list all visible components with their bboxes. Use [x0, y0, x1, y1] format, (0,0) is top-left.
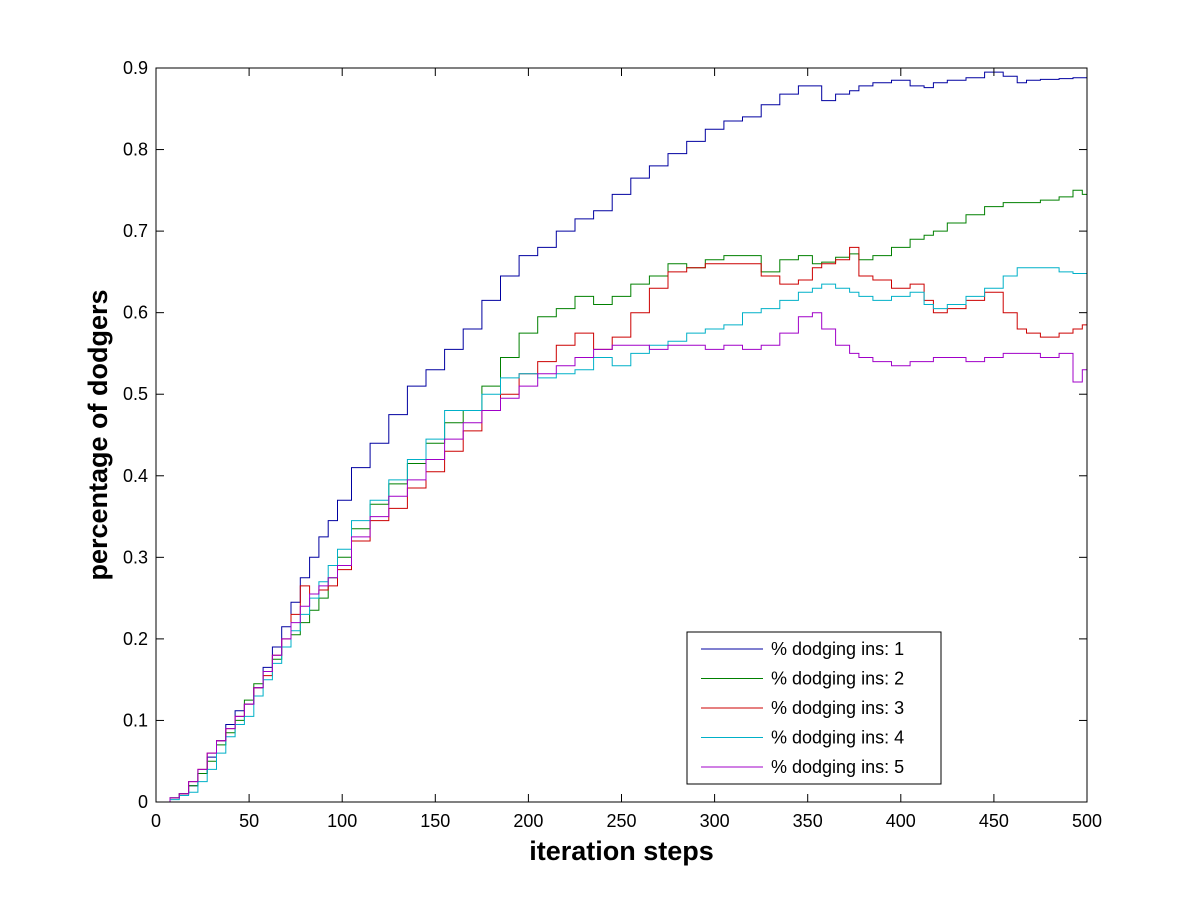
legend-label-3: % dodging ins: 3: [771, 698, 904, 718]
x-axis: 0 50 100 150 200 250 300 350 400 450 500: [151, 68, 1102, 831]
x-tick-label: 50: [239, 811, 259, 831]
y-tick-label: 0.2: [123, 629, 148, 649]
legend-label-4: % dodging ins: 4: [771, 728, 904, 748]
x-tick-label: 450: [979, 811, 1009, 831]
x-tick-label: 100: [327, 811, 357, 831]
x-tick-label: 0: [151, 811, 161, 831]
y-tick-label: 0.4: [123, 466, 148, 486]
y-tick-label: 0.5: [123, 384, 148, 404]
x-tick-label: 200: [513, 811, 543, 831]
series-layer: [165, 71, 1087, 803]
y-axis-title: percentage of dodgers: [83, 289, 113, 580]
plot-area: [156, 68, 1087, 802]
y-tick-label: 0.7: [123, 221, 148, 241]
y-axis: 0 0.1 0.2 0.3 0.4 0.5 0.6 0.7 0.8 0.9: [123, 58, 1087, 812]
x-tick-label: 350: [793, 811, 823, 831]
y-tick-label: 0.6: [123, 303, 148, 323]
legend-label-2: % dodging ins: 2: [771, 669, 904, 689]
y-tick-label: 0.1: [123, 710, 148, 730]
y-tick-label: 0: [138, 792, 148, 812]
x-tick-label: 150: [420, 811, 450, 831]
legend-label-5: % dodging ins: 5: [771, 757, 904, 777]
y-tick-label: 0.3: [123, 547, 148, 567]
x-tick-label: 400: [886, 811, 916, 831]
legend-label-1: % dodging ins: 1: [771, 639, 904, 659]
x-tick-label: 250: [606, 811, 636, 831]
series-line-5: [165, 312, 1087, 803]
x-tick-label: 300: [700, 811, 730, 831]
series-line-4: [165, 267, 1087, 803]
y-tick-label: 0.9: [123, 58, 148, 78]
legend: % dodging ins: 1 % dodging ins: 2 % dodgin…: [686, 631, 942, 785]
x-axis-title: iteration steps: [529, 836, 714, 866]
y-tick-label: 0.8: [123, 140, 148, 160]
x-tick-label: 500: [1072, 811, 1102, 831]
